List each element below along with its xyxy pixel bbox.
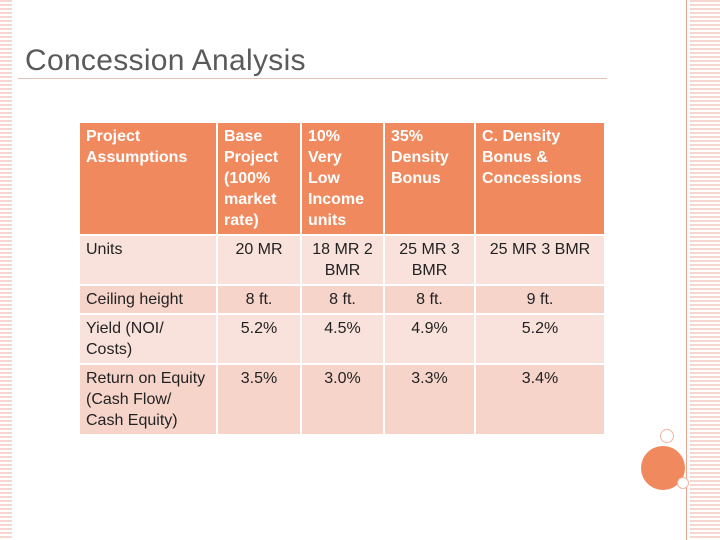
header-base-project: Base Project (100% market rate) <box>218 123 300 234</box>
table-cell: 3.0% <box>302 365 383 434</box>
table-cell: 5.2% <box>218 315 300 363</box>
decorative-ring-bottom <box>677 477 689 489</box>
header-very-low-income: 10% Very Low Income units <box>302 123 383 234</box>
slide-title: Concession Analysis <box>25 44 306 77</box>
table-cell: 8 ft. <box>385 286 474 313</box>
table-cell: 3.4% <box>476 365 604 434</box>
table-cell: 9 ft. <box>476 286 604 313</box>
table-cell: 8 ft. <box>218 286 300 313</box>
table-cell: 20 MR <box>218 236 300 284</box>
table-cell: 4.9% <box>385 315 474 363</box>
table-cell: 25 MR 3 BMR <box>476 236 604 284</box>
table-row-return-on-equity: Return on Equity (Cash Flow/ Cash Equity… <box>80 365 604 434</box>
table-row-yield: Yield (NOI/ Costs) 5.2% 4.5% 4.9% 5.2% <box>80 315 604 363</box>
table-cell: 4.5% <box>302 315 383 363</box>
header-project-assumptions: Project Assumptions <box>80 123 216 234</box>
table-cell: 18 MR 2 BMR <box>302 236 383 284</box>
row-label: Units <box>80 236 216 284</box>
title-underline <box>18 78 607 79</box>
table-row-ceiling-height: Ceiling height 8 ft. 8 ft. 8 ft. 9 ft. <box>80 286 604 313</box>
row-label: Return on Equity (Cash Flow/ Cash Equity… <box>80 365 216 434</box>
concession-table: Project Assumptions Base Project (100% m… <box>78 121 606 436</box>
table-cell: 5.2% <box>476 315 604 363</box>
table-cell: 3.5% <box>218 365 300 434</box>
left-decorative-stripe <box>0 0 12 540</box>
header-density-bonus-concessions: C. Density Bonus & Concessions <box>476 123 604 234</box>
row-label: Yield (NOI/ Costs) <box>80 315 216 363</box>
table-row-units: Units 20 MR 18 MR 2 BMR 25 MR 3 BMR 25 M… <box>80 236 604 284</box>
right-decorative-stripe <box>690 0 720 540</box>
table-cell: 8 ft. <box>302 286 383 313</box>
table-header-row: Project Assumptions Base Project (100% m… <box>80 123 604 234</box>
table-cell: 3.3% <box>385 365 474 434</box>
header-density-bonus: 35% Density Bonus <box>385 123 474 234</box>
right-accent-line <box>686 0 687 540</box>
table-cell: 25 MR 3 BMR <box>385 236 474 284</box>
decorative-ring-top <box>660 429 674 443</box>
row-label: Ceiling height <box>80 286 216 313</box>
